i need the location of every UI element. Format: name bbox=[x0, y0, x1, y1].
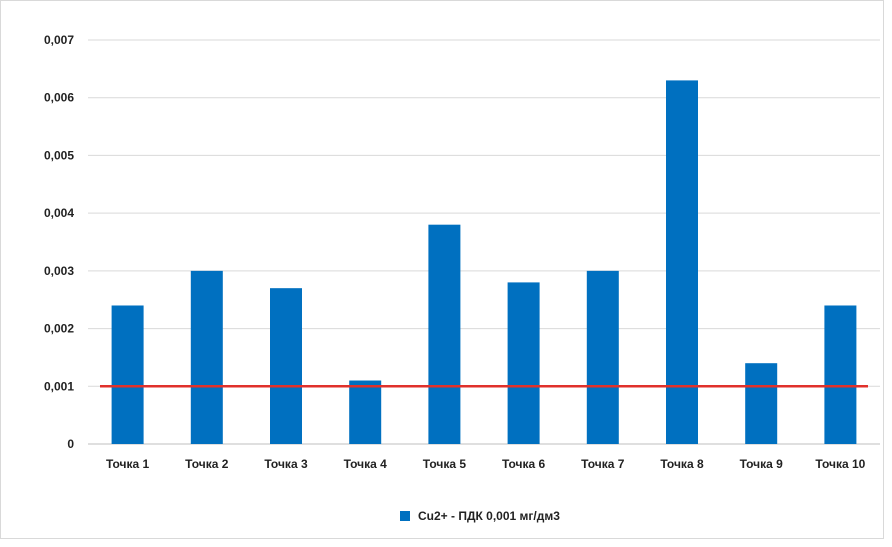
legend: Cu2+ - ПДК 0,001 мг/дм3 bbox=[400, 509, 560, 523]
y-tick-label: 0,002 bbox=[44, 322, 74, 336]
x-tick-label: Точка 1 bbox=[106, 457, 150, 471]
x-tick-label: Точка 10 bbox=[815, 457, 865, 471]
bars bbox=[111, 80, 857, 445]
bar bbox=[824, 305, 857, 444]
bar bbox=[507, 282, 540, 444]
bar bbox=[190, 270, 223, 444]
bar bbox=[745, 363, 778, 444]
bar bbox=[111, 305, 144, 444]
y-tick-label: 0 bbox=[67, 437, 74, 451]
y-tick-label: 0,001 bbox=[44, 379, 74, 393]
bar bbox=[586, 270, 619, 444]
bar bbox=[270, 288, 302, 444]
x-tick-label: Точка 3 bbox=[264, 457, 308, 471]
y-tick-label: 0,003 bbox=[44, 264, 74, 278]
bar bbox=[349, 380, 382, 444]
x-tick-label: Точка 4 bbox=[344, 457, 388, 471]
y-tick-label: 0,004 bbox=[44, 206, 74, 220]
x-tick-labels: Точка 1 Точка 2 Точка 3 Точка 4 Точка 5 Точка… bbox=[106, 457, 866, 471]
legend-swatch bbox=[400, 511, 410, 521]
y-tick-labels: 0 0,001 0,002 0,003 0,004 0,005 0,006 0,007 bbox=[44, 33, 74, 451]
y-tick-label: 0,006 bbox=[44, 91, 74, 105]
x-tick-label: Точка 5 bbox=[423, 457, 467, 471]
y-tick-label: 0,005 bbox=[44, 148, 74, 162]
x-tick-label: Точка 9 bbox=[740, 457, 784, 471]
x-tick-label: Точка 6 bbox=[502, 457, 546, 471]
x-tick-label: Точка 7 bbox=[581, 457, 625, 471]
x-tick-label: Точка 2 bbox=[185, 457, 229, 471]
y-tick-label: 0,007 bbox=[44, 33, 74, 47]
x-tick-label: Точка 8 bbox=[660, 457, 704, 471]
bar bbox=[666, 80, 698, 445]
bar bbox=[428, 224, 461, 444]
legend-label: Cu2+ - ПДК 0,001 мг/дм3 bbox=[418, 509, 560, 523]
